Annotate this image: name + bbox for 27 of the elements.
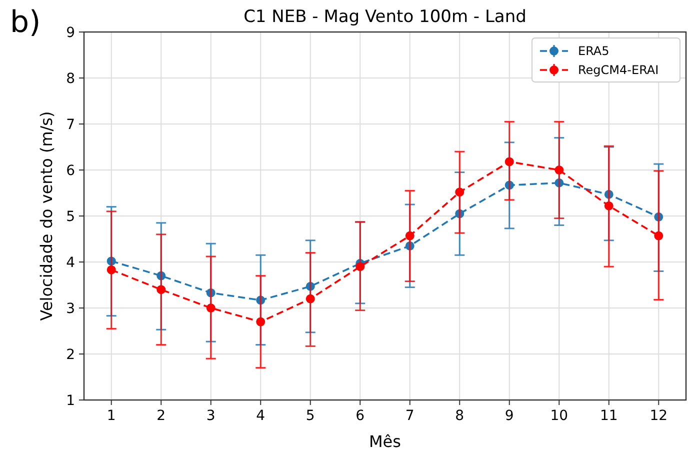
y-tick-label: 4 [66, 255, 76, 271]
x-tick-label: 8 [455, 408, 464, 424]
x-tick-label: 2 [156, 408, 166, 424]
legend-label: RegCM4-ERAI [578, 63, 659, 77]
x-tick-label: 6 [356, 408, 365, 424]
y-tick-label: 9 [66, 25, 75, 41]
legend-label: ERA5 [578, 44, 610, 58]
y-tick-label: 1 [66, 393, 75, 409]
y-tick-label: 6 [66, 163, 76, 179]
y-tick-label: 7 [66, 117, 75, 133]
x-tick-label: 3 [206, 408, 216, 424]
x-tick-label: 12 [650, 408, 668, 424]
text: b) [10, 5, 41, 40]
x-tick-label: 11 [600, 408, 618, 424]
chart-title: C1 NEB - Mag Vento 100m - Land [244, 7, 526, 27]
y-tick-label: 8 [66, 71, 75, 87]
x-axis-title: Mês [369, 432, 401, 451]
x-tick-label: 7 [405, 408, 414, 424]
y-tick-label: 2 [66, 347, 75, 363]
x-tick-label: 5 [306, 408, 315, 424]
x-tick-label: 10 [550, 408, 568, 424]
x-tick-label: 4 [256, 408, 266, 424]
y-tick-label: 5 [66, 209, 75, 225]
x-tick-label: 1 [106, 408, 116, 424]
y-axis-title: Velocidade do vento (m/s) [37, 111, 56, 321]
x-tick-label: 9 [504, 408, 514, 424]
y-tick-label: 3 [66, 301, 75, 317]
